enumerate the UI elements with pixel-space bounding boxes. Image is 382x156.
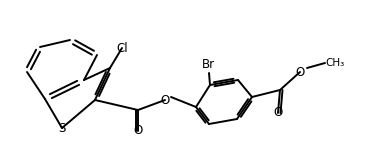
Text: Br: Br — [201, 58, 215, 71]
Text: Cl: Cl — [116, 41, 128, 54]
Text: S: S — [58, 122, 66, 134]
Text: O: O — [274, 107, 283, 119]
Text: O: O — [160, 93, 170, 107]
Text: O: O — [133, 124, 142, 137]
Text: O: O — [295, 66, 304, 78]
Text: CH₃: CH₃ — [325, 58, 344, 68]
